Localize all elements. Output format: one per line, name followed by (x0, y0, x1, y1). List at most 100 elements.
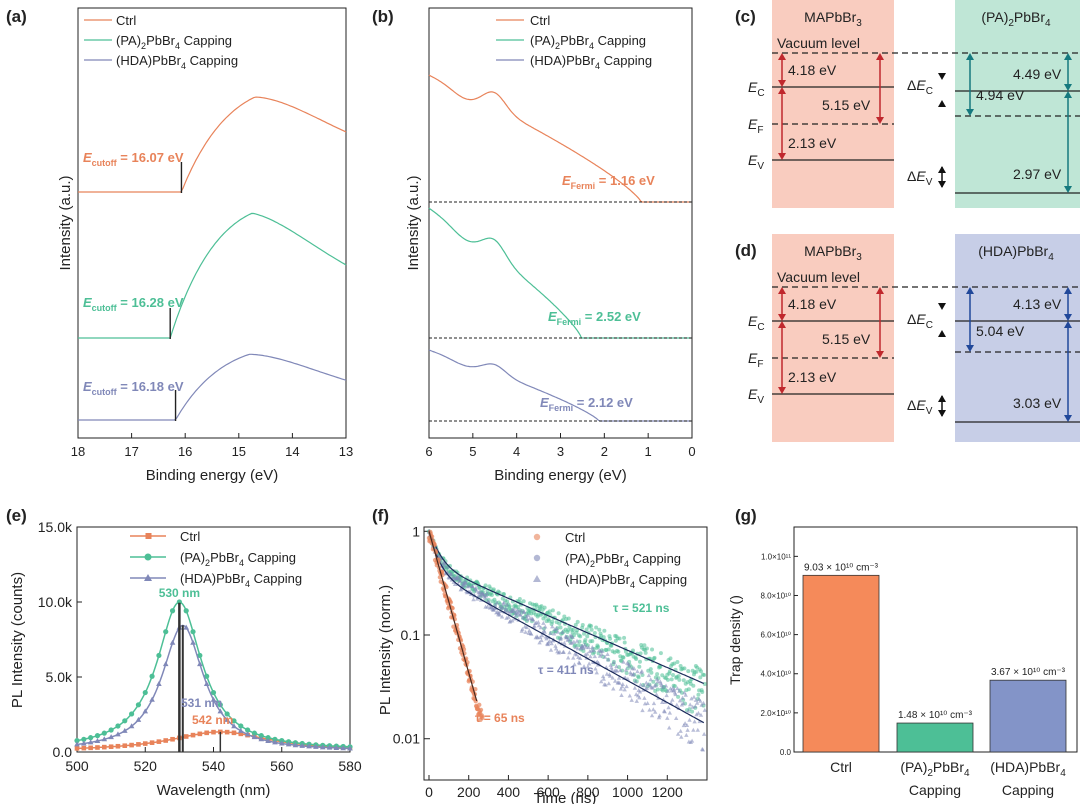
trpl-point (525, 617, 530, 622)
trpl-point (474, 588, 479, 593)
trpl-point (478, 707, 484, 713)
trpl-point (600, 648, 605, 653)
category-label: Capping (909, 782, 961, 798)
text-part: 6.0×10¹⁰ (760, 631, 791, 640)
pl-point (128, 723, 135, 729)
trpl-point (541, 620, 546, 625)
text-part: 4 (595, 61, 600, 71)
y-axis-label: Intensity (a.u.) (405, 175, 422, 270)
pl-point (169, 608, 176, 614)
trpl-point (553, 646, 559, 651)
trpl-point (447, 574, 453, 579)
trpl-point (677, 677, 682, 682)
pl-point (190, 732, 196, 738)
text-part: (b) (372, 7, 394, 26)
trpl-point (542, 629, 547, 634)
pl-point (108, 727, 114, 733)
trpl-point (506, 614, 511, 619)
trpl-point (626, 663, 632, 668)
text-part: C (926, 86, 933, 97)
legend-label: (HDA)PbBr4 Capping (530, 53, 652, 71)
x-tick-label: 13 (339, 444, 353, 459)
pl-point (231, 718, 237, 724)
trpl-point (684, 732, 689, 737)
text-part: 560 (270, 758, 294, 774)
x-tick-label: 580 (338, 758, 362, 774)
pl-point (169, 639, 176, 645)
pl-point (326, 744, 333, 750)
trpl-point (599, 679, 604, 684)
trpl-point (524, 625, 530, 630)
text-part: 800 (576, 784, 600, 800)
trpl-point (483, 593, 489, 598)
trpl-point (592, 654, 598, 659)
pl-point (95, 745, 100, 750)
trpl-point (611, 686, 616, 691)
fermi-label: EFermi = 2.52 eV (548, 309, 641, 327)
trpl-point (543, 624, 548, 629)
text-part: Fermi (571, 181, 596, 191)
trpl-point (647, 707, 652, 712)
pl-point (217, 708, 224, 714)
trpl-point (658, 664, 663, 669)
panel-label-b: (b) (372, 7, 394, 26)
text-part: 0.0 (53, 744, 73, 760)
text-part: 4 (630, 580, 635, 590)
text-part: (HDA)PbBr (530, 53, 596, 68)
series-line-a (78, 212, 347, 339)
trpl-point (604, 671, 610, 676)
left-value: 5.15 eV (822, 97, 871, 113)
text-part: Ctrl (830, 759, 852, 775)
text-part: 0 (688, 444, 695, 459)
text-part: (HDA)PbBr (990, 759, 1060, 775)
pl-point (74, 738, 80, 744)
trpl-point (574, 638, 580, 643)
text-part: 5.04 eV (976, 323, 1025, 339)
left-value: 4.18 eV (788, 62, 837, 78)
text-part: 1.0×10¹¹ (761, 552, 791, 561)
text-part: Intensity (a.u.) (405, 175, 422, 270)
pl-point (149, 673, 155, 679)
trpl-point (463, 580, 469, 585)
pl-point (156, 739, 162, 744)
pl-point (142, 689, 148, 696)
text-part: Time (ns) (534, 790, 597, 804)
trpl-point (698, 712, 704, 717)
ec-label: EC (748, 313, 765, 333)
trpl-point (673, 692, 678, 697)
series-line-b (428, 74, 691, 203)
trpl-point (449, 571, 454, 576)
text-part: E (916, 311, 926, 327)
arrow-head (876, 117, 884, 124)
text-part: 2 (601, 444, 608, 459)
trpl-point (653, 682, 659, 687)
trpl-point (564, 635, 570, 640)
trpl-point (580, 622, 585, 627)
text-part: PL Intensity (norm.) (377, 585, 394, 715)
trpl-point (665, 688, 671, 693)
text-part: 500 (65, 758, 89, 774)
text-part: 400 (497, 784, 521, 800)
delta-arrow (938, 73, 946, 80)
panel-label-f: (f) (372, 506, 389, 525)
pl-point (94, 737, 101, 743)
pl-point (102, 744, 107, 750)
panel-label-g: (g) (735, 506, 757, 525)
text-part: 3 (856, 18, 862, 29)
x-tick-label: 17 (124, 444, 138, 459)
trpl-point (652, 655, 657, 660)
trpl-point (649, 713, 655, 718)
block-title-right: (PA)2PbBr4 (981, 9, 1051, 29)
trpl-point (497, 612, 502, 617)
text-part: MAPbBr (804, 243, 856, 259)
pl-point (115, 723, 121, 729)
text-part: F (757, 359, 763, 370)
trpl-point (578, 634, 583, 639)
trpl-point (683, 692, 688, 697)
pl-point (87, 739, 94, 745)
text-part: Capping (909, 782, 961, 798)
pl-point (258, 733, 264, 739)
trpl-point (489, 593, 494, 598)
text-part: 3 (856, 252, 862, 263)
text-part: 3.67 × 10¹⁰ cm⁻³ (991, 667, 1066, 678)
